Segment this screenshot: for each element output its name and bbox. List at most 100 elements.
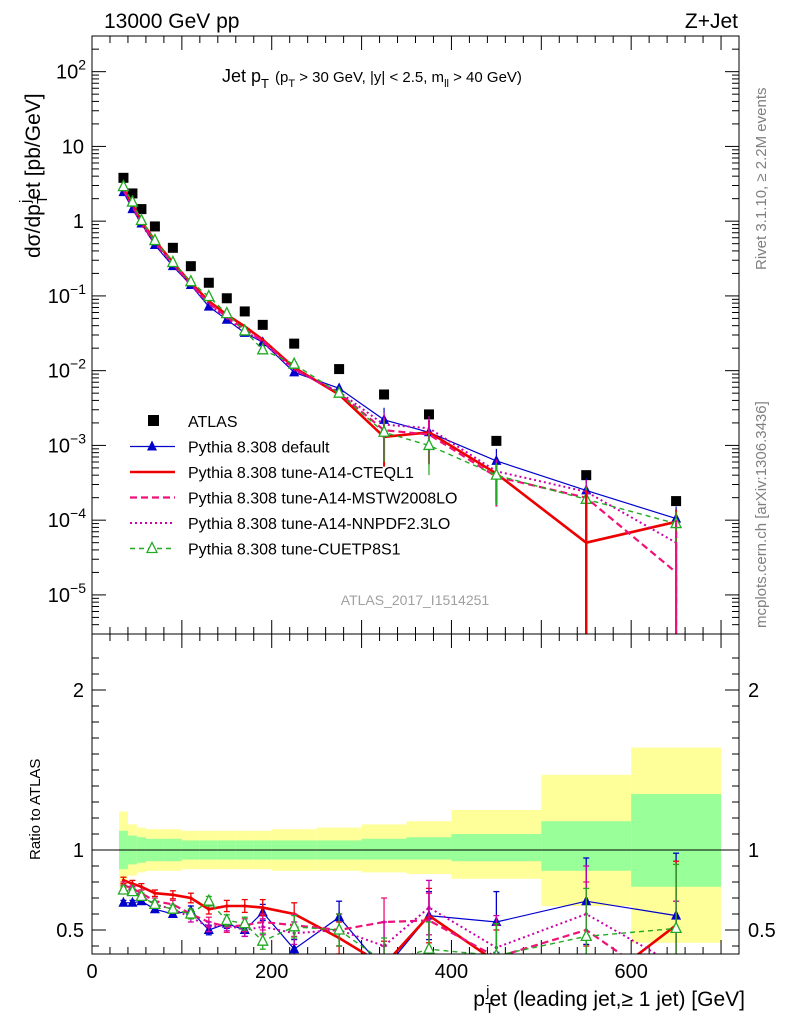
legend-label: Pythia 8.308 tune-A14-MSTW2008LO — [188, 491, 457, 508]
y-tick-label: 10 — [62, 136, 84, 158]
legend: ATLAS Pythia 8.308 default Pythia 8.308 tu… — [130, 414, 457, 559]
y-tick-label: 10−2 — [48, 356, 86, 383]
ratio-y-axis-label: Ratio to ATLAS — [27, 759, 44, 860]
atlas-point — [289, 338, 300, 349]
atlas-point — [185, 261, 196, 272]
ratio-dot — [495, 960, 498, 963]
atlas-point — [136, 204, 147, 215]
open-triangle-marker — [166, 255, 179, 268]
ratio-panel: Ratio to ATLAS 0.5 0.5 1 1 2 2 0 200 400 600 pTj… — [27, 633, 776, 1017]
series-5 — [117, 179, 683, 554]
legend-entry-4: Pythia 8.308 tune-A14-NNPDF2.3LO — [130, 516, 450, 533]
y-tick-label: 10−1 — [48, 281, 86, 308]
legend-entry-0: ATLAS — [148, 414, 238, 431]
atlas-point — [334, 364, 345, 375]
green-band — [451, 834, 542, 862]
ratio-dot — [139, 885, 144, 889]
open-triangle-marker — [288, 356, 301, 369]
ratio-marker — [220, 912, 233, 926]
open-triangle-marker — [490, 467, 503, 480]
green-band — [406, 837, 452, 860]
ratio-marker — [118, 896, 129, 907]
ratio-marker — [288, 919, 301, 932]
ratio-y-tick-label: 1 — [73, 840, 84, 862]
ratio-dot — [171, 893, 175, 897]
header-energy-label: 13000 GeV pp — [104, 10, 239, 33]
ratio-marker — [127, 896, 138, 907]
ratio-dot — [674, 964, 677, 967]
ratio-line — [123, 884, 623, 954]
legend-marker — [147, 440, 157, 451]
atlas-point — [671, 496, 682, 507]
atlas-point — [167, 242, 178, 253]
y-tick-label: 102 — [56, 57, 86, 84]
legend-label: Pythia 8.308 default — [188, 440, 330, 457]
legend-entry-2: Pythia 8.308 tune-A14-CTEQL1 — [130, 465, 414, 482]
ratio-dot — [207, 925, 211, 929]
ratio-marker — [166, 901, 179, 914]
atlas-point — [127, 188, 138, 199]
green-band — [361, 838, 407, 860]
legend-entry-5: Pythia 8.308 tune-CUETP8S1 — [130, 541, 401, 559]
ratio-y-tick-label-right: 2 — [748, 680, 759, 702]
atlas-point — [221, 293, 232, 304]
y-tick-label: 10−3 — [48, 430, 86, 457]
ratio-panel-ticks — [91, 634, 740, 954]
open-triangle-marker — [148, 233, 161, 246]
ratio-marker — [184, 906, 197, 919]
ratio-y-tick-labels: 0.5 0.5 1 1 2 2 — [56, 680, 776, 942]
x-tick-label: 400 — [435, 961, 468, 983]
ratio-marker — [379, 964, 389, 974]
ratio-marker — [238, 916, 251, 929]
ratio-y-tick-label-right: 0.5 — [748, 920, 776, 942]
open-triangle-marker — [377, 424, 391, 437]
ratio-marker — [117, 882, 130, 895]
ratio-marker — [333, 922, 346, 935]
ratio-dot — [261, 925, 265, 929]
atlas-point — [491, 435, 502, 446]
ratio-series-4 — [117, 863, 683, 966]
plot-title: Jet pT (pT > 30 GeV, |y| < 2.5, mll > 40 … — [222, 66, 522, 91]
series-2 — [122, 188, 678, 573]
legend-label: ATLAS — [188, 414, 238, 431]
ratio-marker — [202, 893, 215, 906]
x-tick-labels: 0 200 400 600 — [86, 961, 647, 983]
ratio-marker — [422, 941, 436, 954]
ratio-marker — [379, 956, 389, 966]
atlas-point — [118, 172, 129, 183]
rivet-label: Rivet 3.1.10, ≥ 2.2M events — [753, 88, 770, 271]
ratio-y-tick-label: 0.5 — [56, 920, 84, 942]
open-triangle-marker — [202, 289, 215, 302]
legend-entry-1: Pythia 8.308 default — [130, 440, 330, 457]
open-triangle-marker — [117, 179, 130, 192]
legend-label: Pythia 8.308 tune-CUETP8S1 — [188, 542, 401, 559]
main-panel-ticks — [91, 35, 740, 635]
ratio-marker — [580, 928, 593, 942]
atlas-point — [203, 277, 214, 288]
ratio-y-tick-label: 2 — [73, 680, 84, 702]
legend-entry-3: Pythia 8.308 tune-A14-MSTW2008LO — [130, 491, 457, 508]
mcplots-label: mcplots.cern.ch [arXiv:1306.3436] — [753, 401, 770, 628]
open-triangle-marker — [126, 194, 139, 207]
atlas-point — [581, 470, 592, 481]
ratio-marker — [256, 933, 269, 946]
ratio-marker — [289, 943, 300, 954]
triangle-marker — [203, 300, 214, 311]
analysis-watermark: ATLAS_2017_I1514251 — [341, 592, 490, 608]
ratio-dot — [130, 882, 135, 886]
ratio-panel-frame — [91, 633, 740, 955]
y-tick-label: 10−4 — [48, 505, 86, 532]
ratio-dot — [207, 907, 211, 911]
ratio-marker — [126, 884, 139, 897]
ratio-dot — [261, 906, 265, 910]
atlas-point — [379, 389, 390, 400]
main-y-tick-labels: 10−5 10−4 10−3 10−2 10−1 1 10 102 — [48, 57, 86, 607]
ratio-dot — [243, 904, 247, 908]
atlas-point — [423, 409, 434, 420]
ratio-dot — [153, 891, 157, 895]
open-triangle-marker — [135, 213, 148, 226]
ratio-dot — [121, 878, 126, 883]
x-tick-label: 200 — [255, 961, 288, 983]
y-tick-label: 1 — [73, 211, 84, 233]
